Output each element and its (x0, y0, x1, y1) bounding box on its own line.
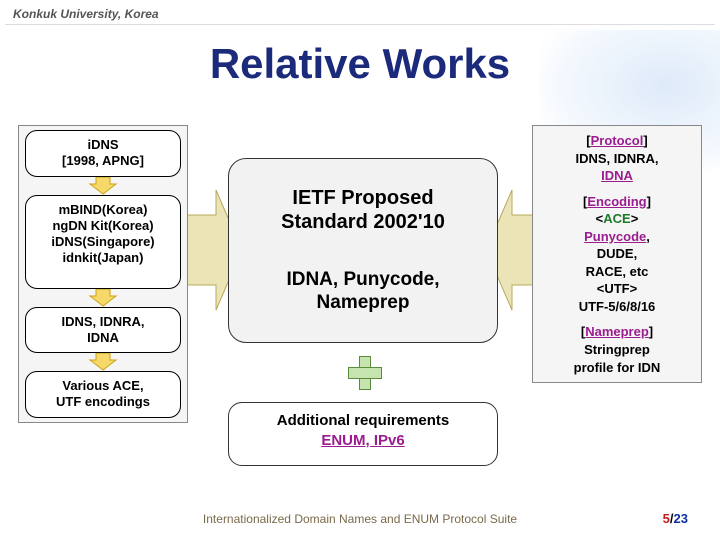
center-line: IDNA, Punycode, (286, 269, 439, 290)
plus-icon (348, 356, 380, 388)
box-line: IDNS, IDNRA, (61, 314, 144, 329)
right-line: RACE, etc (586, 264, 649, 279)
additional-requirements-box: Additional requirements ENUM, IPv6 (228, 402, 498, 466)
page-title: Relative Works (0, 40, 720, 88)
arrow-down-icon (88, 353, 118, 371)
comma: , (646, 229, 650, 244)
right-line: profile for IDN (574, 360, 661, 375)
footer-text: Internationalized Domain Names and ENUM … (0, 512, 720, 526)
right-line: IDNS, IDNRA, (575, 151, 658, 166)
right-line: Stringprep (584, 342, 650, 357)
header-org: Konkuk University, Korea (5, 5, 715, 25)
arrow-down-icon (88, 177, 118, 195)
bracket: ] (643, 133, 647, 148)
right-line: UTF-5/6/8/16 (579, 299, 656, 314)
idna-link: IDNA (601, 168, 633, 183)
left-box-idna: IDNS, IDNRA, IDNA (25, 307, 181, 354)
page-number: 5/23 (663, 511, 688, 526)
right-line: DUDE, (597, 246, 637, 261)
left-box-ace: Various ACE, UTF encodings (25, 371, 181, 418)
page-current: 5 (663, 511, 670, 526)
punycode-link: Punycode (584, 229, 646, 244)
addl-enum-link: ENUM, IPv6 (321, 432, 404, 449)
left-box-impl: mBIND(Korea) ngDN Kit(Korea) iDNS(Singap… (25, 195, 181, 289)
box-line: [1998, APNG] (62, 153, 144, 168)
box-line: iDNS (87, 137, 118, 152)
right-line: <UTF> (597, 281, 637, 296)
center-line: Standard 2002'10 (281, 211, 445, 233)
ace-text: ACE (603, 211, 630, 226)
bracket: ] (647, 194, 651, 209)
box-line: Various ACE, (62, 378, 143, 393)
right-nameprep: [Nameprep] Stringprep profile for IDN (574, 323, 661, 376)
center-line: Nameprep (317, 292, 410, 313)
encoding-link: Encoding (587, 194, 646, 209)
box-line: idnkit(Japan) (63, 250, 144, 265)
bracket: ] (649, 324, 653, 339)
right-column: [Protocol] IDNS, IDNRA, IDNA [Encoding] … (532, 125, 702, 383)
center-line: IETF Proposed (292, 187, 433, 209)
addl-line: Additional requirements (277, 412, 450, 429)
protocol-link: Protocol (591, 133, 644, 148)
box-line: IDNA (87, 330, 119, 345)
center-idna: IDNA, Punycode, Nameprep (286, 269, 439, 315)
angle: > (631, 211, 639, 226)
center-ietf: IETF Proposed Standard 2002'10 (281, 186, 445, 234)
box-line: iDNS(Singapore) (51, 234, 154, 249)
left-column: iDNS [1998, APNG] mBIND(Korea) ngDN Kit(… (18, 125, 188, 423)
arrow-down-icon (88, 289, 118, 307)
right-protocol: [Protocol] IDNS, IDNRA, IDNA (575, 132, 658, 185)
box-line: mBIND(Korea) (59, 202, 148, 217)
box-line: UTF encodings (56, 394, 150, 409)
page-total: 23 (674, 511, 688, 526)
center-box: IETF Proposed Standard 2002'10 IDNA, Pun… (228, 158, 498, 343)
left-box-idns: iDNS [1998, APNG] (25, 130, 181, 177)
nameprep-link: Nameprep (585, 324, 649, 339)
right-encoding: [Encoding] <ACE> Punycode, DUDE, RACE, e… (579, 193, 656, 316)
box-line: ngDN Kit(Korea) (52, 218, 153, 233)
